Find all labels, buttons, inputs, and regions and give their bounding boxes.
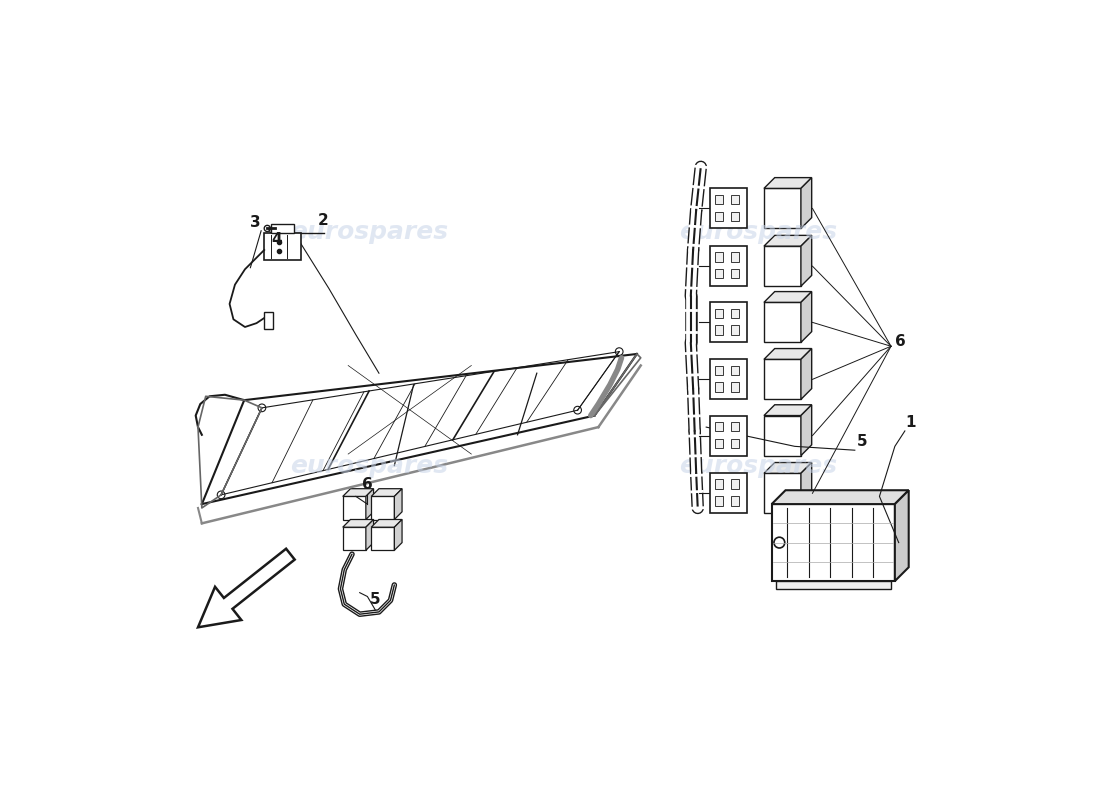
Bar — [763, 188, 801, 229]
Bar — [343, 527, 366, 550]
Text: 4: 4 — [272, 232, 282, 247]
Bar — [711, 246, 747, 286]
Bar — [730, 479, 738, 489]
Bar — [264, 312, 274, 329]
Bar — [343, 496, 366, 519]
Bar — [776, 581, 891, 589]
Bar — [730, 270, 738, 278]
Bar — [730, 366, 738, 374]
Polygon shape — [395, 489, 403, 519]
Polygon shape — [763, 462, 812, 474]
Polygon shape — [772, 490, 909, 504]
Polygon shape — [372, 489, 403, 496]
Bar — [730, 211, 738, 221]
Bar — [730, 309, 738, 318]
Bar — [715, 270, 723, 278]
Bar — [763, 359, 801, 399]
Polygon shape — [801, 291, 812, 342]
Bar — [711, 359, 747, 399]
Bar — [730, 326, 738, 334]
Bar — [711, 302, 747, 342]
Bar — [772, 504, 895, 581]
Bar — [715, 194, 723, 204]
Bar — [711, 415, 747, 455]
Bar — [372, 527, 395, 550]
Bar — [715, 366, 723, 374]
Polygon shape — [763, 349, 812, 359]
Text: 1: 1 — [905, 415, 915, 430]
Bar — [711, 474, 747, 514]
Bar — [730, 252, 738, 262]
Bar — [763, 415, 801, 455]
Polygon shape — [801, 462, 812, 514]
Polygon shape — [895, 490, 909, 581]
Polygon shape — [801, 405, 812, 455]
Bar — [715, 422, 723, 431]
Polygon shape — [343, 489, 374, 496]
Polygon shape — [395, 519, 403, 550]
Polygon shape — [801, 349, 812, 399]
Bar — [715, 326, 723, 334]
Polygon shape — [372, 519, 403, 527]
Bar — [715, 211, 723, 221]
Bar — [730, 438, 738, 448]
Text: 3: 3 — [251, 215, 261, 230]
Bar — [715, 479, 723, 489]
Text: 2: 2 — [318, 214, 329, 228]
Text: 6: 6 — [362, 477, 373, 492]
Polygon shape — [801, 178, 812, 229]
Polygon shape — [366, 489, 374, 519]
Bar — [271, 224, 295, 233]
Polygon shape — [763, 178, 812, 188]
Bar — [372, 496, 395, 519]
Bar — [730, 382, 738, 392]
Bar — [715, 438, 723, 448]
Polygon shape — [763, 235, 812, 246]
Text: eurospares: eurospares — [680, 219, 837, 243]
Bar — [730, 422, 738, 431]
Text: eurospares: eurospares — [290, 454, 448, 478]
Polygon shape — [366, 519, 374, 550]
Bar — [715, 382, 723, 392]
Text: eurospares: eurospares — [290, 219, 448, 243]
Text: 6: 6 — [895, 334, 905, 350]
Bar — [730, 496, 738, 506]
Text: 5: 5 — [856, 434, 867, 450]
Polygon shape — [343, 519, 374, 527]
Text: eurospares: eurospares — [680, 454, 837, 478]
Bar — [763, 474, 801, 514]
Bar — [715, 496, 723, 506]
Polygon shape — [763, 291, 812, 302]
Bar — [711, 188, 747, 229]
Bar — [715, 252, 723, 262]
Polygon shape — [801, 235, 812, 286]
Bar — [264, 233, 301, 260]
Bar — [763, 246, 801, 286]
FancyArrow shape — [198, 549, 295, 627]
Text: 5: 5 — [370, 592, 381, 607]
Bar — [715, 309, 723, 318]
Polygon shape — [763, 405, 812, 415]
Bar — [730, 194, 738, 204]
Bar — [763, 302, 801, 342]
